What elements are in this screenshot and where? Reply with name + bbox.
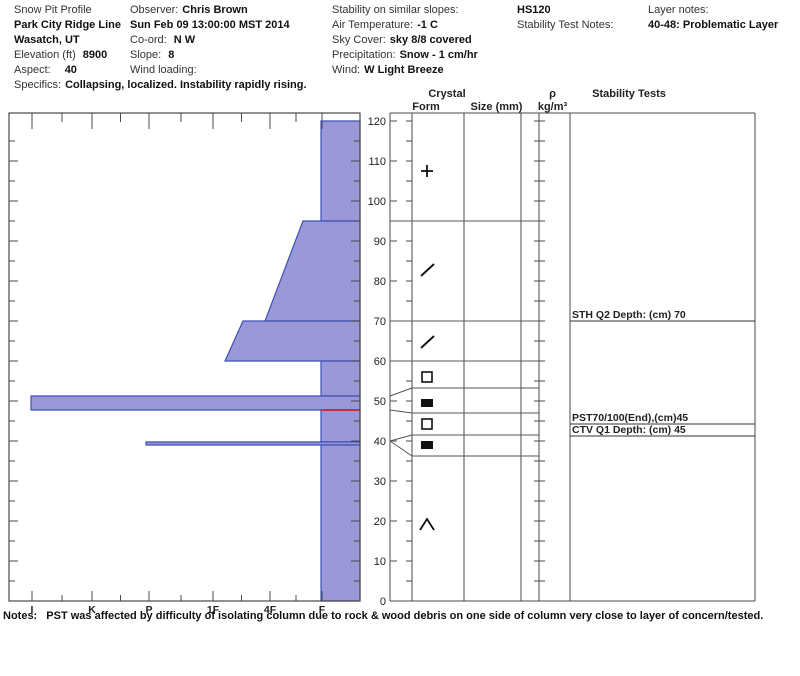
layer-leader-line [389, 440, 413, 457]
stability-test-label: CTV Q1 Depth: (cm) 45 [572, 424, 686, 436]
elevation-value: 8900 [82, 49, 108, 61]
specifics-label: Specifics: [14, 79, 62, 91]
hardness-layer-bar [320, 120, 361, 222]
stability-test-label: STH Q2 Depth: (cm) 70 [572, 309, 686, 321]
stability-slopes-label: Stability on similar slopes: [332, 4, 459, 16]
hardness-plot-box [8, 112, 361, 602]
crystal-column-header: Crystal [428, 88, 465, 100]
depth-tick-label: 100 [368, 196, 386, 208]
coord-label: Co-ord: [130, 34, 167, 46]
layer-leader-line [389, 409, 413, 414]
depth-tick-label: 10 [374, 556, 386, 568]
wind-label: Wind: [332, 64, 361, 76]
depth-tick-label: 90 [374, 236, 386, 248]
hardness-layer-bar [224, 320, 361, 362]
specifics-value: Collapsing, localized. Instability rapid… [65, 79, 307, 91]
page-title: Snow Pit Profile [14, 4, 92, 16]
notes-line: Notes: PST was affected by difficulty of… [3, 610, 763, 622]
region-name: Wasatch, UT [14, 34, 80, 46]
grain-chevron-icon [419, 517, 435, 531]
stability-test-label: PST70/100(End),(cm)45 [572, 412, 688, 424]
hardness-layer-bar [320, 409, 361, 443]
precip-value: Snow - 1 cm/hr [399, 49, 478, 61]
header-col-weather: Stability on similar slopes: Air Tempera… [332, 3, 478, 78]
hardness-tick-label: K [88, 604, 96, 616]
wind-loading-label: Wind loading: [130, 64, 197, 76]
size-column-header: Size (mm) [471, 101, 523, 113]
depth-tick-label: 110 [368, 156, 386, 168]
site-name: Park City Ridge Line [14, 19, 121, 31]
grain-filled-square-icon [421, 441, 433, 449]
aspect-label: Aspect: [14, 64, 51, 76]
layer-leader-line [389, 434, 413, 442]
grain-filled-square-icon [421, 399, 433, 407]
precip-label: Precipitation: [332, 49, 396, 61]
grain-square-icon [421, 418, 433, 430]
header-col-observer: Observer: Chris Brown Sun Feb 09 13:00:00… [130, 3, 290, 78]
header-col-location: Snow Pit Profile Park City Ridge Line Wa… [14, 3, 307, 93]
air-temp-label: Air Temperature: [332, 19, 414, 31]
slope-value: 8 [168, 49, 175, 61]
datetime-value: Sun Feb 09 13:00:00 MST 2014 [130, 19, 290, 31]
depth-tick-label: 50 [374, 396, 386, 408]
form-column-header: Form [412, 101, 440, 113]
hardness-layer-bar [320, 360, 361, 397]
hardness-layer-bar [30, 395, 361, 411]
grain-square-icon [421, 371, 433, 383]
observer-label: Observer: [130, 4, 179, 16]
depth-tick-label: 60 [374, 356, 386, 368]
depth-tick-label: 40 [374, 436, 386, 448]
hardness-tick-label: F [319, 604, 326, 616]
sky-cover-label: Sky Cover: [332, 34, 386, 46]
grain-slash-icon [420, 335, 435, 349]
hs-value: HS120 [517, 4, 551, 16]
stability-tests-header: Stability Tests [592, 88, 666, 100]
depth-tick-label: 80 [374, 276, 386, 288]
hardness-tick-label: P [146, 604, 153, 616]
layer-leader-line [389, 387, 413, 397]
elevation-label: Elevation (ft) [14, 49, 76, 61]
stability-test-notes-label: Stability Test Notes: [517, 19, 614, 31]
header-col-layer-notes: Layer notes: 40-48: Problematic Layer [648, 3, 778, 33]
notes-label: Notes: [3, 610, 38, 622]
coord-value: N W [173, 34, 196, 46]
hardness-tick-label: I [31, 604, 34, 616]
notes-text: PST was affected by difficulty of isolat… [46, 610, 764, 622]
hardness-tick-label: 1F [207, 604, 220, 616]
slope-label: Slope: [130, 49, 162, 61]
hardness-layer-bar [320, 444, 361, 602]
density-units-header: kg/m³ [538, 101, 568, 113]
depth-tick-label: 70 [374, 316, 386, 328]
depth-tick-label: 30 [374, 476, 386, 488]
layer-notes-label: Layer notes: [648, 4, 709, 16]
aspect-value: 40 [64, 64, 77, 76]
hardness-layer-bar [264, 220, 361, 322]
observer-value: Chris Brown [182, 4, 248, 16]
grain-slash-icon [420, 263, 435, 277]
hardness-tick-label: 4F [264, 604, 277, 616]
air-temp-value: -1 C [417, 19, 438, 31]
depth-tick-label: 120 [368, 116, 386, 128]
sky-cover-value: sky 8/8 covered [389, 34, 472, 46]
wind-value: W Light Breeze [364, 64, 444, 76]
density-column-header: ρ [549, 88, 556, 100]
header-col-hs: HS120 Stability Test Notes: [517, 3, 613, 33]
layer-notes-value: 40-48: Problematic Layer [648, 19, 779, 31]
depth-tick-label: 20 [374, 516, 386, 528]
depth-tick-label: 0 [380, 596, 386, 608]
